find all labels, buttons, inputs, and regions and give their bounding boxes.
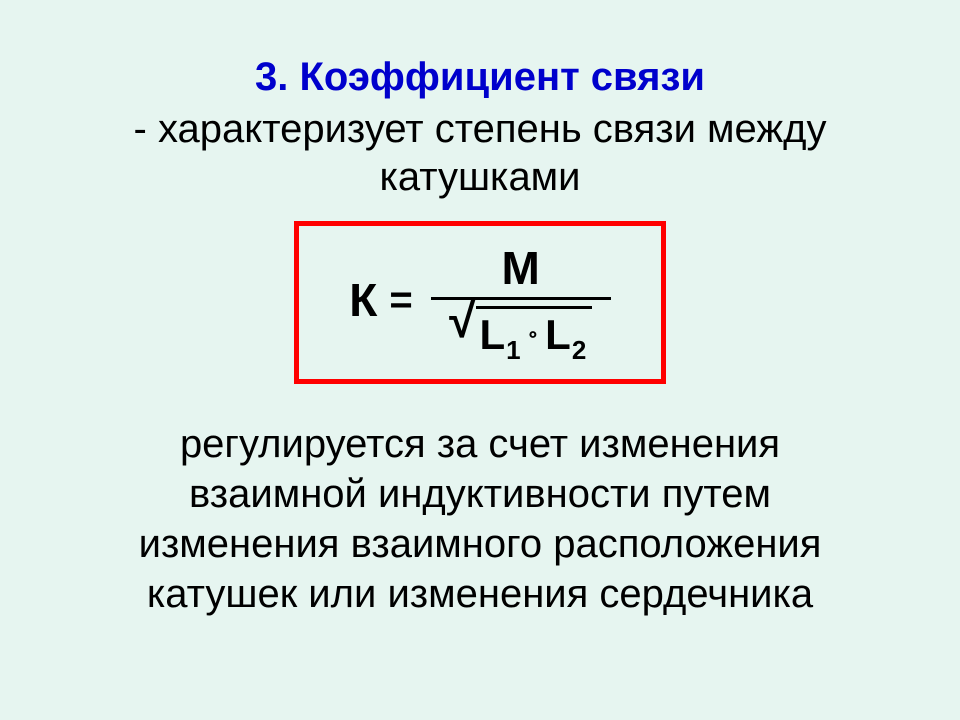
slide-description: регулируется за счет изменения взаимной …	[79, 419, 882, 619]
sqrt-content: L 1 ∘ L 2	[476, 306, 593, 359]
sqrt-wrapper: √ L 1 ∘ L 2	[449, 302, 592, 359]
formula-numerator: М	[502, 241, 540, 297]
subtitle-line-2: катушками	[379, 155, 580, 199]
formula: К = М √ L 1 ∘ L 2	[349, 241, 610, 359]
sqrt-sub2: 2	[572, 335, 586, 366]
formula-lhs: К	[349, 273, 377, 327]
sqrt-dot: ∘	[527, 322, 540, 347]
sqrt-var2: L	[545, 311, 571, 359]
formula-equals: =	[389, 278, 412, 323]
formula-box: К = М √ L 1 ∘ L 2	[294, 221, 665, 384]
formula-denominator: √ L 1 ∘ L 2	[449, 302, 592, 359]
description-line-3: изменения взаимного расположения	[139, 522, 822, 566]
description-line-1: регулируется за счет изменения	[180, 422, 780, 466]
subtitle-line-1: - характеризует степень связи между	[134, 107, 827, 151]
formula-fraction: М √ L 1 ∘ L 2	[431, 241, 611, 359]
description-line-4: катушек или изменения сердечника	[147, 572, 813, 616]
sqrt-var1: L	[480, 311, 506, 359]
sqrt-sub1: 1	[506, 335, 520, 366]
sqrt-symbol: √	[449, 300, 475, 343]
slide-subtitle: - характеризует степень связи между кату…	[134, 105, 827, 201]
slide-title: 3. Коэффициент связи	[255, 55, 705, 100]
description-line-2: взаимной индуктивности путем	[189, 472, 771, 516]
